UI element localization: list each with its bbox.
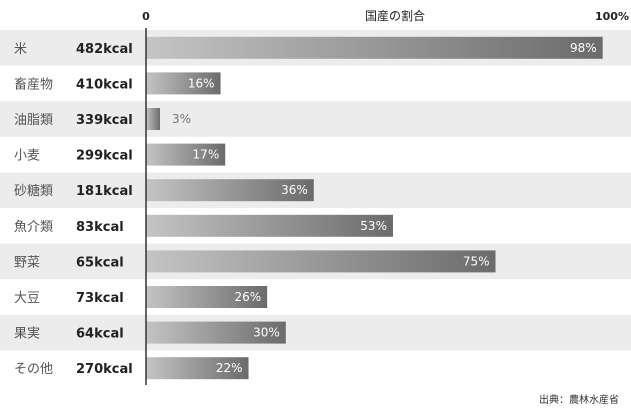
category-label: 小麦 (14, 149, 40, 164)
value-label: 36% (281, 183, 308, 197)
bar (146, 321, 286, 344)
calorie-label: 410kcal (76, 77, 133, 92)
value-label: 26% (234, 290, 261, 304)
calorie-label: 339kcal (76, 113, 133, 128)
chart-title: 国産の割合 (365, 8, 425, 23)
calorie-label: 181kcal (76, 184, 133, 199)
bar (146, 286, 268, 308)
bar (146, 108, 160, 130)
calorie-label: 65kcal (76, 255, 124, 270)
category-label: 野菜 (14, 255, 40, 270)
row-bands (0, 30, 631, 351)
bar (146, 250, 496, 273)
bar (146, 214, 393, 237)
value-label: 75% (463, 254, 490, 268)
category-label: 油脂類 (14, 113, 53, 128)
bar (146, 143, 226, 166)
category-label: 大豆 (14, 291, 40, 306)
category-label: 砂糖類 (14, 183, 53, 199)
source-note: 出典：農林水産省 (539, 395, 619, 406)
category-label: 米 (14, 42, 27, 57)
value-label: 17% (193, 148, 220, 162)
chart-rows: 米 482kcal 98% 畜産物 410kcal 16% 油脂類 339kcal 3% 小麦 29… (14, 36, 603, 380)
bar (146, 179, 314, 202)
axis-min-label: 0 (142, 10, 150, 23)
category-label: その他 (14, 362, 53, 377)
value-label: 3% (172, 112, 191, 126)
value-label: 22% (216, 361, 243, 375)
category-label: 魚介類 (14, 220, 53, 235)
value-label: 98% (570, 41, 597, 55)
category-label: 畜産物 (14, 76, 53, 92)
value-label: 16% (188, 76, 215, 90)
bar (146, 357, 249, 380)
axis-max-label: 100% (595, 10, 629, 23)
category-label: 果実 (14, 326, 40, 342)
calorie-label: 83kcal (76, 220, 124, 235)
row-band (0, 314, 631, 351)
calorie-label: 64kcal (76, 327, 124, 342)
value-label: 53% (360, 219, 387, 233)
calorie-label: 270kcal (76, 362, 133, 377)
calorie-label: 73kcal (76, 291, 124, 306)
value-label: 30% (253, 326, 280, 340)
bar (146, 72, 221, 95)
calorie-label: 482kcal (76, 42, 133, 57)
calorie-label: 299kcal (76, 149, 133, 164)
bar (146, 36, 603, 59)
row-band (0, 101, 631, 137)
row-band (0, 172, 631, 208)
